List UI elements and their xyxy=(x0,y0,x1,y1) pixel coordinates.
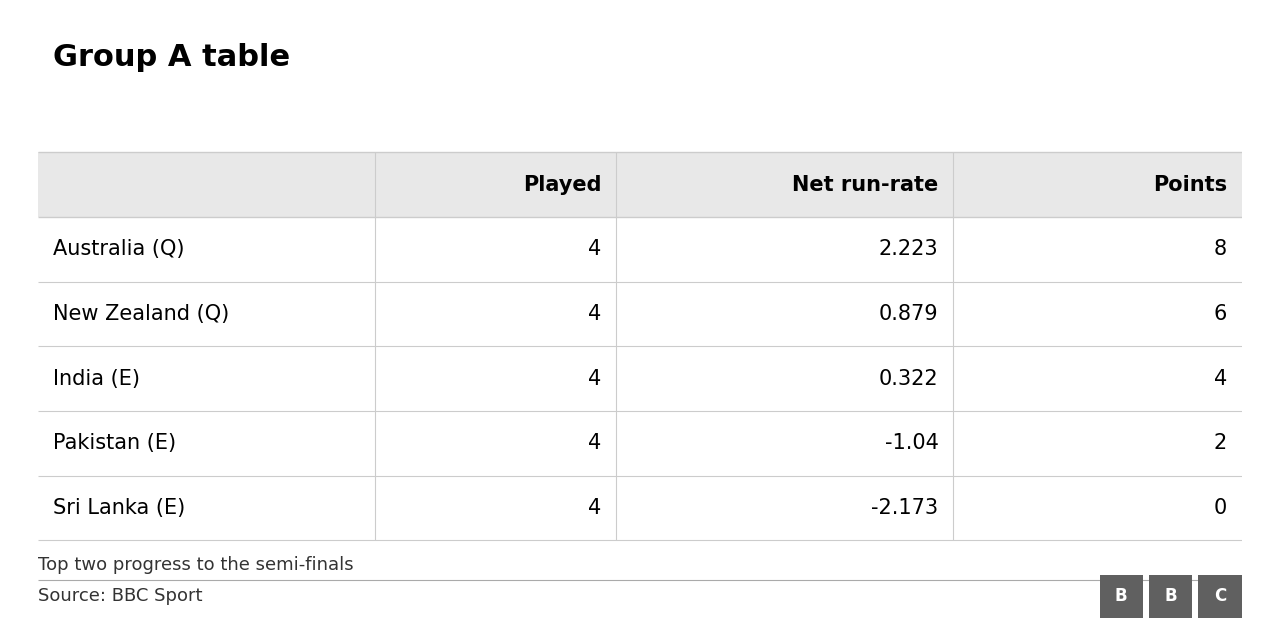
Text: 4: 4 xyxy=(589,434,602,453)
Text: 0.322: 0.322 xyxy=(879,368,938,389)
Text: -2.173: -2.173 xyxy=(872,498,938,518)
Bar xyxy=(1198,575,1242,617)
Text: 0: 0 xyxy=(1213,498,1228,518)
Text: 4: 4 xyxy=(1213,368,1228,389)
Text: 2.223: 2.223 xyxy=(879,240,938,259)
Text: Top two progress to the semi-finals: Top two progress to the semi-finals xyxy=(38,556,355,574)
Text: 8: 8 xyxy=(1213,240,1228,259)
Text: Net run-rate: Net run-rate xyxy=(792,174,938,195)
Text: 0.879: 0.879 xyxy=(879,304,938,324)
Text: Australia (Q): Australia (Q) xyxy=(52,240,184,259)
Text: 2: 2 xyxy=(1213,434,1228,453)
Text: Group A table: Group A table xyxy=(52,43,291,72)
Text: B: B xyxy=(1115,587,1128,605)
Text: New Zealand (Q): New Zealand (Q) xyxy=(52,304,229,324)
Bar xyxy=(1100,575,1143,617)
Text: Played: Played xyxy=(524,174,602,195)
Text: 4: 4 xyxy=(589,240,602,259)
Text: B: B xyxy=(1165,587,1176,605)
Bar xyxy=(38,152,1242,217)
Text: 4: 4 xyxy=(589,498,602,518)
Bar xyxy=(1149,575,1192,617)
Text: C: C xyxy=(1213,587,1226,605)
Text: 4: 4 xyxy=(589,368,602,389)
Text: Pakistan (E): Pakistan (E) xyxy=(52,434,175,453)
Text: 6: 6 xyxy=(1213,304,1228,324)
Text: -1.04: -1.04 xyxy=(884,434,938,453)
Text: India (E): India (E) xyxy=(52,368,140,389)
Text: Points: Points xyxy=(1153,174,1228,195)
Text: Sri Lanka (E): Sri Lanka (E) xyxy=(52,498,186,518)
Text: Source: BBC Sport: Source: BBC Sport xyxy=(38,587,204,605)
Text: 4: 4 xyxy=(589,304,602,324)
